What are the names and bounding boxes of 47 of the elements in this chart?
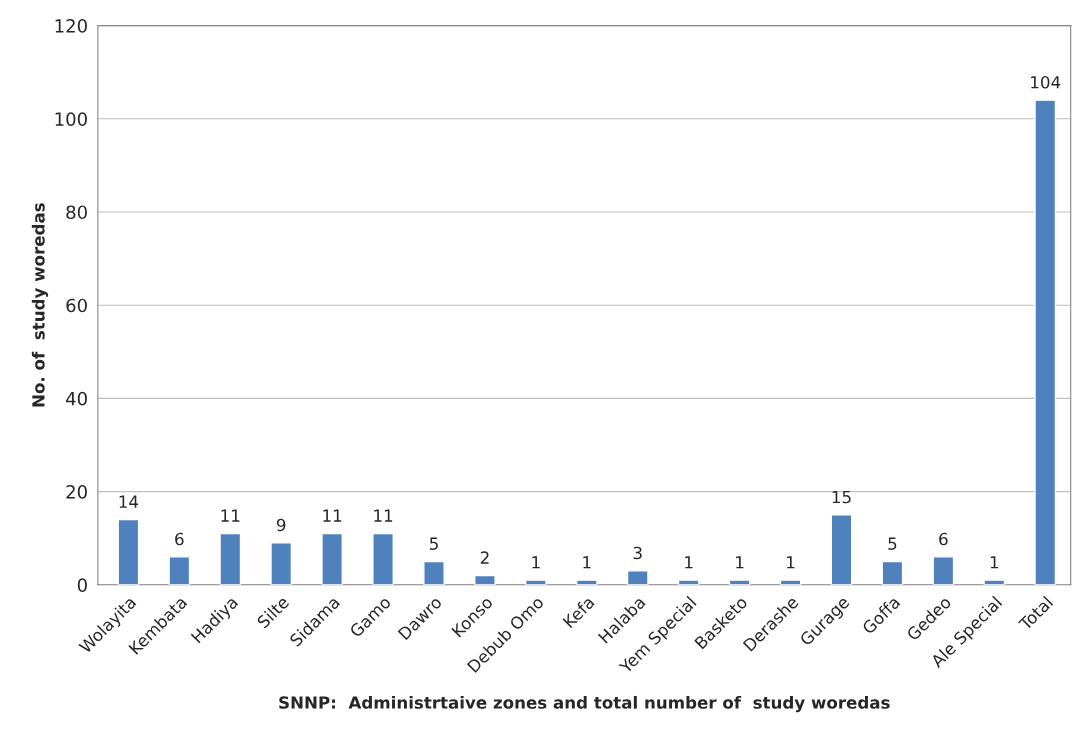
bar — [677, 579, 700, 585]
data-label: 11 — [374, 509, 393, 522]
bar — [524, 579, 547, 585]
data-label: 3 — [633, 546, 642, 560]
bar — [779, 579, 802, 585]
y-tick-label: 40 — [66, 391, 87, 406]
bar — [881, 560, 904, 585]
data-label: 1 — [736, 556, 744, 569]
data-label: 5 — [888, 537, 897, 550]
y-tick-label: 60 — [66, 298, 87, 313]
data-label: 6 — [939, 532, 948, 546]
bar — [728, 579, 751, 585]
bar — [219, 532, 242, 585]
bar — [1034, 99, 1057, 585]
bar — [474, 574, 496, 585]
data-label: 9 — [276, 518, 286, 532]
data-label: 1 — [787, 556, 795, 569]
data-label: 11 — [323, 509, 342, 522]
bar — [168, 556, 191, 585]
bar — [830, 514, 853, 585]
bar — [423, 560, 445, 585]
data-label: 5 — [429, 537, 438, 550]
data-label: 15 — [832, 490, 851, 504]
x-axis-title: SNNP: Administrtaive zones and total number of study woredas — [279, 695, 890, 713]
data-label: 1 — [990, 556, 999, 569]
data-label: 14 — [119, 495, 139, 508]
y-tick-label: 20 — [66, 485, 87, 499]
data-label: 104 — [1031, 75, 1061, 89]
y-axis-title: No. of study woredas — [31, 203, 49, 407]
data-label: 1 — [583, 556, 591, 569]
y-tick-label: 120 — [55, 19, 87, 33]
bar — [270, 542, 293, 585]
y-tick-label: 80 — [66, 205, 87, 220]
data-label: 1 — [532, 556, 540, 569]
data-label: 1 — [685, 556, 693, 569]
bar — [575, 579, 598, 585]
y-tick-label: 100 — [55, 112, 87, 126]
y-tick-label: 0 — [77, 578, 87, 592]
bar — [117, 518, 140, 585]
data-label: 2 — [480, 551, 489, 564]
data-label: 11 — [221, 509, 240, 522]
bar — [983, 579, 1006, 585]
data-label: 6 — [175, 532, 184, 546]
bar — [932, 556, 955, 585]
bar — [321, 532, 344, 585]
bar — [626, 570, 649, 585]
bar — [372, 532, 394, 585]
